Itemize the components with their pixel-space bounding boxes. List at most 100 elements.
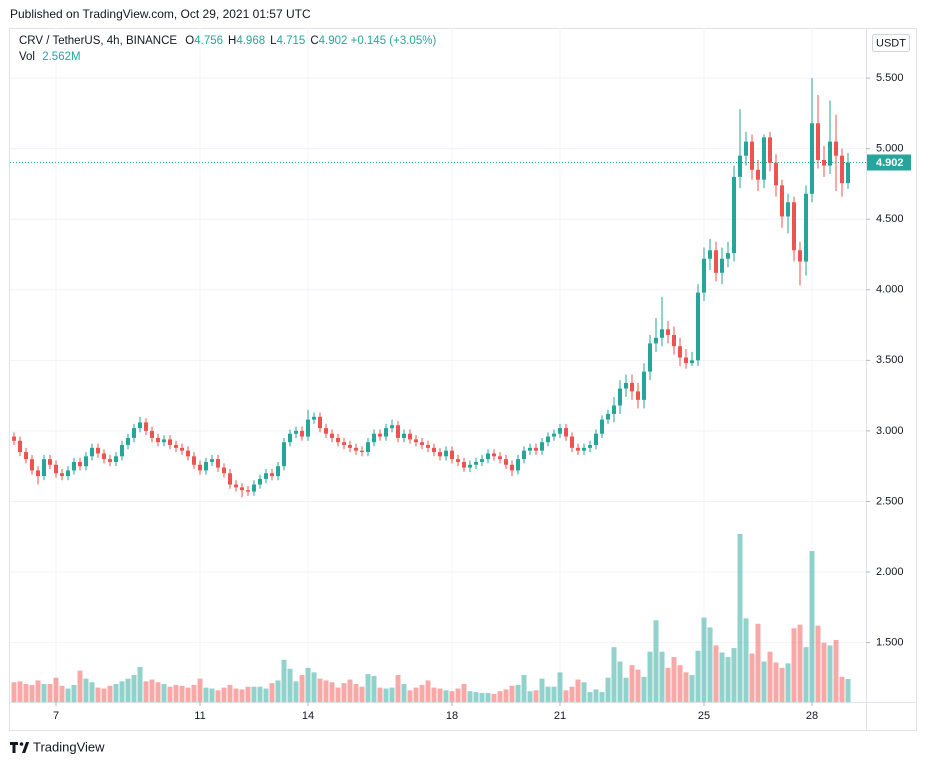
- volume-bar: [113, 684, 119, 702]
- candle-body: [198, 464, 202, 471]
- candles: [12, 78, 850, 498]
- volume-bar: [257, 686, 263, 702]
- volume-bar: [209, 688, 215, 702]
- volume-bar: [647, 651, 653, 702]
- volume-bar: [761, 661, 767, 702]
- volume-bar: [83, 678, 89, 702]
- candle-body: [792, 202, 796, 251]
- candle-body: [396, 425, 400, 438]
- x-tick-label: 25: [698, 710, 710, 722]
- volume-bar: [557, 672, 563, 702]
- volume-bar: [611, 647, 617, 702]
- volume-bar: [617, 661, 623, 702]
- footer-brand: TradingView: [33, 739, 105, 754]
- volume-bar: [299, 675, 305, 702]
- volume-bar: [287, 668, 293, 702]
- volume-bar: [185, 687, 191, 702]
- volume-bar: [167, 686, 173, 702]
- volume-bar: [365, 674, 371, 702]
- vol-value: 2.562M: [42, 51, 81, 63]
- ohlc: O4.756 H4.968 L4.715 C4.902: [180, 35, 347, 47]
- volume-bar: [221, 687, 227, 702]
- x-tick-label: 11: [194, 710, 205, 722]
- footer-logo: [10, 742, 30, 753]
- candle-body: [480, 459, 484, 462]
- candle-body: [120, 445, 124, 457]
- volume-bar: [347, 679, 353, 702]
- candle-body: [600, 419, 604, 434]
- volume-bar: [773, 662, 779, 702]
- volume-bar: [581, 682, 587, 702]
- candle-body: [552, 433, 556, 437]
- volume-bar: [533, 690, 539, 702]
- candle-body: [36, 470, 40, 477]
- ohlc-value: 4.902: [318, 35, 348, 47]
- volume-bar: [23, 684, 29, 702]
- candle-body: [606, 413, 610, 420]
- volume-bar: [107, 685, 113, 702]
- candle-body: [786, 202, 790, 217]
- volume-bar: [239, 689, 245, 702]
- volume-bar: [467, 691, 473, 702]
- volume-bar: [701, 617, 707, 702]
- ohlc-label: L: [270, 35, 277, 47]
- volume-bar: [749, 653, 755, 702]
- volume-bar: [143, 681, 149, 702]
- candle-body: [840, 155, 844, 184]
- volume-bar: [335, 687, 341, 702]
- volume-bar: [827, 645, 833, 702]
- candle-body: [678, 346, 682, 358]
- candle-body: [648, 343, 652, 372]
- chart-frame: [9, 28, 917, 731]
- volume-bar: [95, 687, 101, 702]
- candle-body: [246, 490, 250, 492]
- y-tick-label: 2.500: [876, 495, 904, 507]
- candle-body: [408, 433, 412, 440]
- candle-body: [30, 459, 34, 471]
- volume-bar: [593, 689, 599, 702]
- candle-body: [306, 419, 310, 437]
- volume-bar: [767, 651, 773, 702]
- volume-bar: [359, 686, 365, 702]
- candle-body: [576, 447, 580, 451]
- volume-bar: [203, 687, 209, 702]
- ohlc-label: C: [310, 35, 319, 47]
- candle-body: [696, 292, 700, 361]
- volume-bar: [743, 618, 749, 702]
- volume-bar: [521, 675, 527, 702]
- candle-body: [234, 484, 238, 488]
- candle-body: [66, 470, 70, 477]
- volume-bar: [797, 624, 803, 702]
- candle-body: [192, 456, 196, 465]
- volume-bar: [89, 682, 95, 702]
- volume-bar: [245, 686, 251, 702]
- candle-body: [780, 185, 784, 217]
- volume-bar: [659, 651, 665, 702]
- candle-body: [804, 193, 808, 262]
- volume-bar: [41, 684, 47, 702]
- candle-body: [816, 123, 820, 160]
- volume-bar: [305, 667, 311, 702]
- candle-body: [432, 447, 436, 453]
- candle-body: [498, 456, 502, 460]
- candle-body: [282, 442, 286, 467]
- volume-bar: [383, 688, 389, 702]
- volume-bar: [671, 657, 677, 702]
- candle-body: [216, 459, 220, 468]
- candle-body: [450, 450, 454, 460]
- y-tick-label: 2.000: [876, 566, 904, 578]
- candle-body: [420, 442, 424, 446]
- candle-body: [564, 428, 568, 437]
- last-price-box: [867, 154, 911, 171]
- candle-body: [312, 416, 316, 420]
- volume-bar: [491, 693, 497, 702]
- candle-body: [750, 141, 754, 170]
- candle-body: [204, 461, 208, 471]
- candle-body: [684, 357, 688, 364]
- currency-box[interactable]: [872, 34, 910, 52]
- volume-bar: [719, 652, 725, 702]
- volume-bar: [839, 676, 845, 702]
- volume-bar: [233, 688, 239, 702]
- volume-bar: [785, 663, 791, 702]
